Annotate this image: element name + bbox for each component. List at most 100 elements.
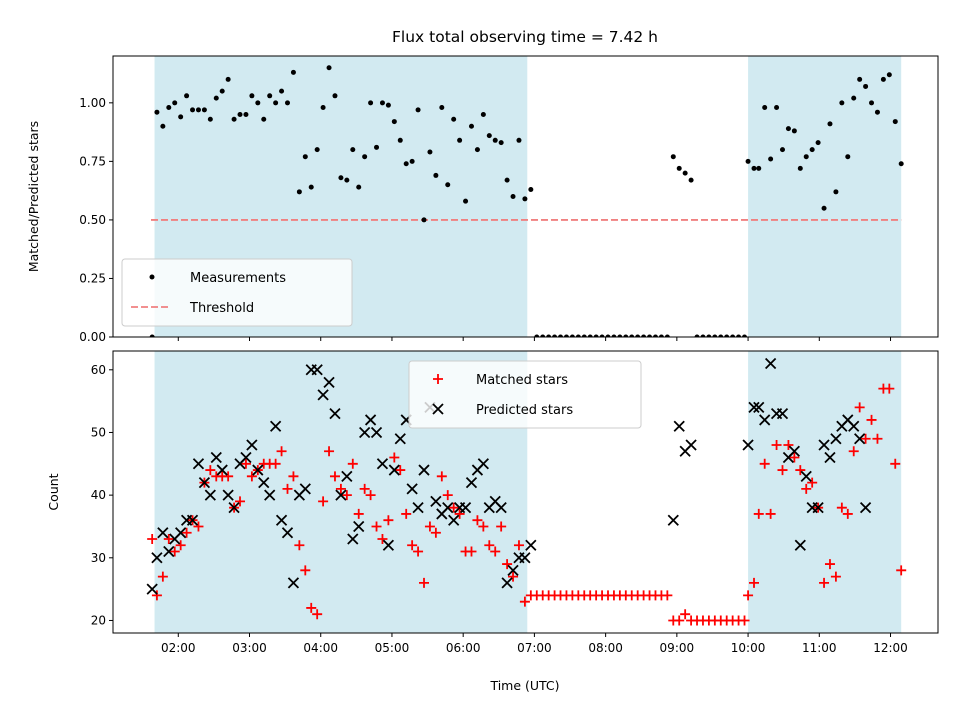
data-point <box>581 334 587 337</box>
data-point <box>575 334 581 337</box>
data-point <box>222 489 234 501</box>
data-point <box>821 205 827 211</box>
data-point <box>418 464 430 476</box>
data-point <box>294 540 305 551</box>
data-point <box>421 217 427 223</box>
data-point <box>859 502 872 514</box>
data-point <box>246 471 257 482</box>
data-point <box>662 590 673 601</box>
data-point <box>169 546 180 557</box>
data-point <box>680 609 691 620</box>
data-point <box>623 334 629 337</box>
data-point <box>192 458 205 470</box>
data-point <box>451 116 457 122</box>
data-point <box>442 502 454 514</box>
data-point <box>872 433 883 444</box>
data-point <box>478 521 489 532</box>
data-point <box>736 334 742 337</box>
data-point <box>284 100 290 106</box>
data-point <box>335 489 347 501</box>
data-point <box>501 577 513 589</box>
data-point <box>146 583 158 595</box>
data-point <box>364 414 377 426</box>
data-point <box>427 149 433 155</box>
data-point <box>181 527 192 538</box>
data-point <box>647 334 653 337</box>
data-point <box>502 559 513 570</box>
data-point <box>371 521 382 532</box>
data-point <box>593 334 599 337</box>
data-point <box>540 334 546 337</box>
x-tick-label: 11:00 <box>802 641 837 655</box>
data-point <box>800 470 812 482</box>
data-point <box>795 465 806 476</box>
data-point <box>312 609 323 620</box>
data-point <box>819 577 830 588</box>
data-point <box>186 514 199 526</box>
data-point <box>255 100 261 106</box>
data-point <box>896 565 907 576</box>
data-point <box>777 465 788 476</box>
data-point <box>448 502 459 513</box>
data-point <box>546 334 552 337</box>
data-point <box>809 147 815 153</box>
data-point <box>525 539 537 551</box>
data-point <box>306 602 317 613</box>
data-point <box>743 590 754 601</box>
data-point <box>279 88 285 94</box>
y-tick-label: 1.00 <box>79 96 106 110</box>
data-point <box>495 502 507 514</box>
data-point <box>611 334 617 337</box>
data-point <box>768 156 774 162</box>
legend-label-predicted: Predicted stars <box>476 403 573 418</box>
data-point <box>157 527 169 539</box>
data-point <box>484 540 495 551</box>
data-point <box>424 521 435 532</box>
data-point <box>854 433 866 445</box>
data-point <box>269 420 282 432</box>
legend-label-threshold: Threshold <box>189 301 254 316</box>
data-point <box>442 490 453 501</box>
data-point <box>403 161 409 167</box>
data-point <box>789 452 800 463</box>
data-point <box>522 196 528 202</box>
y-tick-label: 0.25 <box>79 271 106 285</box>
data-point <box>842 508 853 519</box>
data-point <box>240 458 251 469</box>
data-point <box>163 534 174 544</box>
data-point <box>382 539 395 551</box>
data-point <box>504 177 510 183</box>
data-point <box>498 140 504 146</box>
data-point <box>353 508 364 519</box>
data-point <box>235 496 246 507</box>
data-point <box>317 389 329 401</box>
data-point <box>157 571 168 582</box>
data-point <box>231 116 237 122</box>
data-point <box>282 483 293 494</box>
data-point <box>759 414 771 426</box>
data-point <box>163 545 175 558</box>
data-point <box>682 170 688 176</box>
data-point <box>599 334 605 337</box>
data-point <box>151 590 162 601</box>
x-tick-label: 05:00 <box>375 641 410 655</box>
data-point <box>353 520 365 533</box>
data-point <box>379 100 385 106</box>
legend-marker-matched <box>433 374 443 384</box>
data-point <box>513 540 524 551</box>
data-point <box>474 147 480 153</box>
data-point <box>797 165 803 171</box>
series-matched-stars <box>147 383 907 626</box>
data-point <box>510 194 516 199</box>
data-point <box>290 69 296 75</box>
data-point <box>801 483 812 494</box>
data-point <box>667 514 679 526</box>
data-point <box>359 483 370 494</box>
data-point <box>320 105 326 111</box>
data-point <box>300 565 311 576</box>
y-tick-label: 0.00 <box>79 330 106 344</box>
data-point <box>783 440 794 450</box>
data-point <box>249 93 255 99</box>
data-point <box>874 109 880 115</box>
